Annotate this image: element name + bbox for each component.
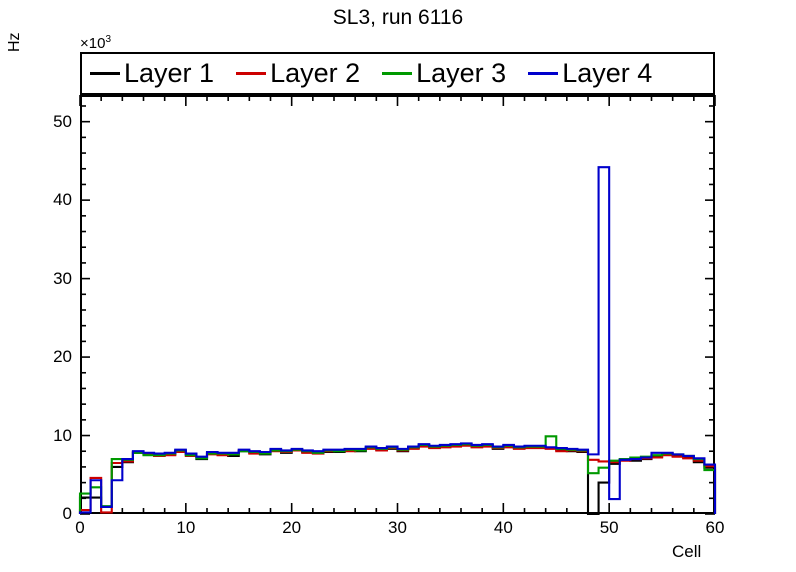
y-tick-label: 20 <box>53 347 72 367</box>
legend-entry-layer-4[interactable]: Layer 4 <box>528 60 652 87</box>
legend-swatch-layer-1 <box>90 72 120 75</box>
x-tick-label: 40 <box>493 518 513 537</box>
exp-prefix: ×10 <box>80 35 106 52</box>
legend-swatch-layer-4 <box>528 72 559 75</box>
legend: Layer 1 Layer 2 Layer 3 Layer 4 <box>80 52 715 95</box>
x-axis-label: Cell <box>672 542 702 561</box>
legend-label-layer-4: Layer 4 <box>562 58 653 88</box>
x-tick-label: 50 <box>599 518 619 537</box>
legend-entry-layer-1[interactable]: Layer 1 <box>90 60 214 87</box>
x-tick-label: 0 <box>75 518 85 537</box>
series-group <box>78 166 717 516</box>
legend-entry-layer-3[interactable]: Layer 3 <box>382 60 506 87</box>
page-title: SL3, run 6116 <box>332 6 464 29</box>
legend-swatch-layer-3 <box>382 72 413 75</box>
y-axis-exponent-label: ×103 <box>80 34 111 52</box>
y-tick-label: 40 <box>53 190 72 210</box>
x-tick-label: 10 <box>176 518 196 537</box>
x-tick-label: 30 <box>388 518 407 537</box>
legend-label-layer-1: Layer 1 <box>124 58 215 88</box>
x-tick-label: 20 <box>282 518 302 537</box>
y-tick-label: 30 <box>53 268 72 288</box>
legend-label-layer-3: Layer 3 <box>416 58 507 88</box>
legend-swatch-layer-2 <box>236 72 267 75</box>
y-tick-label: 50 <box>53 111 72 131</box>
y-tick-label: 10 <box>53 425 72 445</box>
legend-label-layer-2: Layer 2 <box>270 58 361 88</box>
legend-entry-layer-2[interactable]: Layer 2 <box>236 60 360 87</box>
y-tick-label: 0 <box>62 504 72 523</box>
exp-power: 3 <box>105 34 112 45</box>
x-tick-label: 60 <box>705 518 725 537</box>
series-line-layer-4 <box>78 166 717 514</box>
